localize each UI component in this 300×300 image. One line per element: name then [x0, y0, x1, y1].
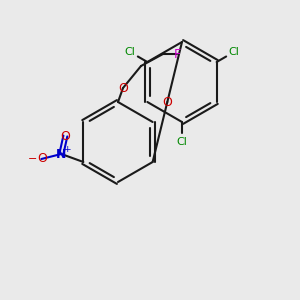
- Text: O: O: [118, 82, 128, 94]
- Text: F: F: [173, 47, 181, 61]
- Text: O: O: [162, 95, 172, 109]
- Text: Cl: Cl: [124, 47, 136, 57]
- Text: Cl: Cl: [177, 137, 188, 147]
- Text: N: N: [56, 148, 67, 160]
- Text: −: −: [28, 154, 38, 164]
- Text: +: +: [63, 145, 70, 154]
- Text: O: O: [38, 152, 47, 166]
- Text: O: O: [60, 130, 70, 142]
- Text: Cl: Cl: [229, 47, 239, 57]
